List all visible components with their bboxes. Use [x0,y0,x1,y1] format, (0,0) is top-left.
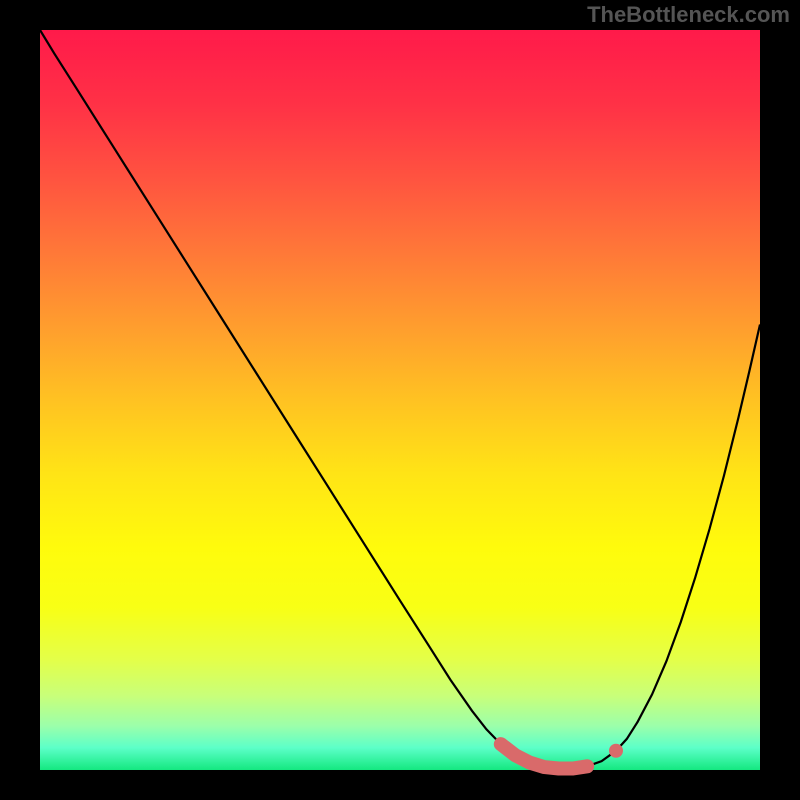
plot-background [40,30,760,770]
watermark-text: TheBottleneck.com [587,2,790,28]
chart-container: TheBottleneck.com [0,0,800,800]
bottleneck-chart [0,0,800,800]
highlight-dot [609,744,623,758]
